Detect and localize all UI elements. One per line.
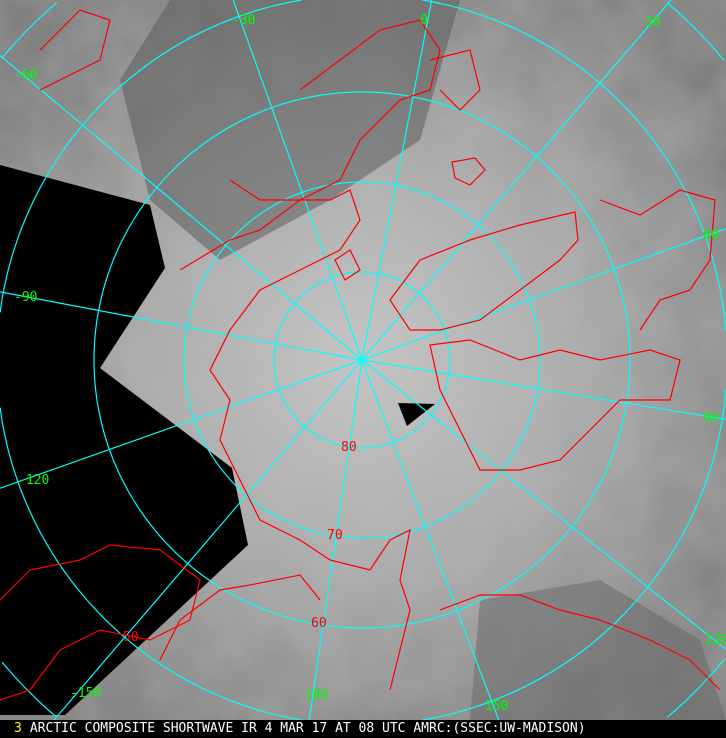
latitude-circle-60 (93, 91, 631, 629)
latitude-label-50: 50 (123, 630, 139, 645)
meridian-90 (361, 359, 726, 420)
coastline-siberia (179, 189, 371, 571)
coastline-alaska (439, 594, 721, 691)
meridian-60 (361, 228, 726, 361)
coastline-iceland (451, 157, 486, 186)
satellite-image: 0 30 60 90 120 150 180 -150 -120 -90 -60 -30 80 70 60 5… (0, 0, 726, 720)
coastline-hudson (599, 189, 716, 331)
longitude-label-60: 60 (703, 228, 719, 243)
longitude-label-180: 180 (305, 688, 328, 703)
coastline-north-america-west (0, 544, 201, 701)
meridian-150 (361, 359, 500, 720)
longitude-label--150: -150 (70, 686, 101, 701)
meridian-30 (361, 0, 672, 361)
coastlines (0, 9, 721, 701)
no-data-patch (398, 403, 435, 426)
longitude-label-90: 90 (703, 411, 719, 426)
meridian--90 (0, 291, 363, 361)
longitude-label-150: 150 (485, 699, 508, 714)
latitude-circle-50 (0, 0, 726, 720)
longitude-label--120: -120 (18, 473, 49, 488)
dark-atlantic-region (120, 0, 460, 260)
grid-labels: 0 30 60 90 120 150 180 -150 -120 -90 -60 -30 80 70 60 5… (14, 13, 726, 714)
longitude-label-0: 0 (420, 13, 428, 28)
longitude-label-30: 30 (645, 15, 661, 30)
longitude-label-120: 120 (705, 633, 726, 648)
coastline-greenland (389, 211, 579, 331)
image-caption-bar: 3 ARCTIC COMPOSITE SHORTWAVE IR 4 MAR 17 … (0, 720, 726, 738)
meridian--120 (0, 359, 363, 489)
meridian-180 (308, 359, 363, 720)
coastline-scandinavia (429, 49, 481, 111)
longitude-label--60: -60 (14, 68, 37, 83)
meridian--150 (53, 359, 363, 720)
latitude-label-80: 80 (341, 440, 357, 455)
dark-pacific-region (470, 580, 726, 720)
no-data-region (0, 165, 248, 715)
meridian-0 (361, 0, 433, 361)
meridian--60 (0, 55, 363, 361)
longitude-label--90: -90 (14, 290, 37, 305)
caption-text: ARCTIC COMPOSITE SHORTWAVE IR 4 MAR 17 A… (29, 721, 586, 736)
longitude-label--30: -30 (232, 13, 255, 28)
frame-number: 3 (14, 721, 22, 736)
latitude-circle-80 (273, 271, 451, 449)
latitude-label-70: 70 (327, 528, 343, 543)
latitude-circle-70 (183, 181, 541, 539)
latitude-label-60: 60 (311, 616, 327, 631)
meridian-120 (361, 359, 726, 650)
coastline-kamchatka (369, 528, 411, 691)
coastline-svalbard (334, 249, 361, 281)
meridian--30 (232, 0, 363, 361)
coastline-canada-archipelago (429, 339, 681, 471)
coastline-europe (229, 19, 441, 201)
coastline-labrador (39, 9, 111, 91)
